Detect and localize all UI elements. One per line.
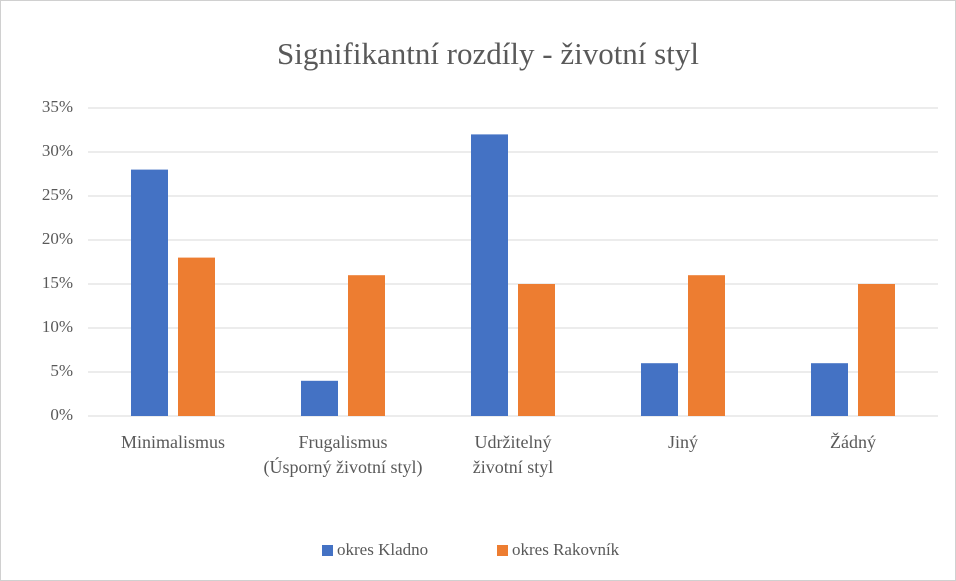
- x-tick-label: Jiný: [667, 432, 698, 452]
- y-tick-label: 25%: [42, 185, 73, 204]
- y-tick-label: 5%: [50, 361, 73, 380]
- legend-label: okres Kladno: [337, 540, 428, 559]
- bar: [518, 284, 555, 416]
- bar: [641, 363, 678, 416]
- x-tick-label: Minimalismus: [120, 432, 225, 452]
- bar: [688, 275, 725, 416]
- bar: [301, 380, 338, 416]
- y-tick-label: 20%: [42, 229, 73, 248]
- x-tick-label: Žádný: [830, 432, 876, 452]
- legend-swatch: [497, 545, 508, 556]
- bar: [131, 169, 168, 416]
- bar: [471, 134, 508, 416]
- y-tick-label: 0%: [50, 405, 73, 424]
- y-tick-label: 15%: [42, 273, 73, 292]
- y-tick-label: 10%: [42, 317, 73, 336]
- y-tick-label: 30%: [42, 141, 73, 160]
- legend-swatch: [322, 545, 333, 556]
- x-tick-label: Udržitelný životní styl: [472, 432, 554, 477]
- chart-title: Signifikantní rozdíly - životní styl: [277, 36, 699, 71]
- bar: [348, 275, 385, 416]
- y-tick-label: 35%: [42, 97, 73, 116]
- bar: [811, 363, 848, 416]
- bar: [178, 257, 215, 416]
- x-tick-label: Frugalismus (Úsporný životní styl): [263, 432, 423, 477]
- bar: [858, 284, 895, 416]
- legend-label: okres Rakovník: [512, 540, 620, 559]
